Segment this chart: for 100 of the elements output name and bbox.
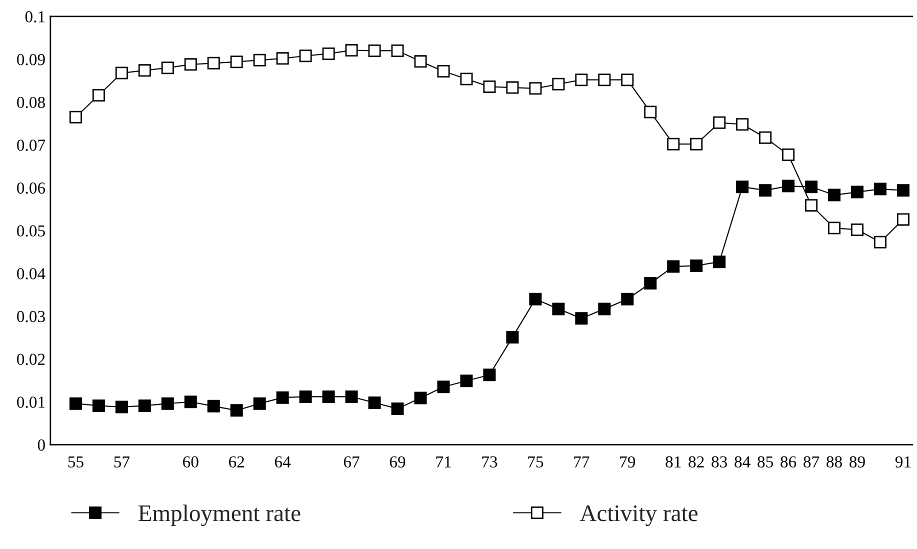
point xyxy=(368,44,381,57)
point xyxy=(207,56,220,70)
point xyxy=(667,260,680,273)
point xyxy=(391,402,404,415)
point xyxy=(782,180,795,192)
point xyxy=(621,292,634,306)
point xyxy=(621,74,634,86)
y-tick-label: 0.07 xyxy=(17,140,46,151)
x-tick-label: 67 xyxy=(344,456,360,468)
point xyxy=(322,47,335,60)
point xyxy=(805,180,818,194)
point xyxy=(207,400,220,412)
point xyxy=(276,391,289,404)
point xyxy=(529,292,542,306)
point xyxy=(276,52,289,65)
y-tick-label: 0.03 xyxy=(17,310,45,322)
y-tick-label: 0 xyxy=(38,439,45,451)
y-tick-label: 0.1 xyxy=(25,11,45,22)
x-tick-label: 87 xyxy=(804,456,820,468)
x-tick-label: 55 xyxy=(68,456,84,468)
point xyxy=(506,81,519,94)
point xyxy=(759,184,772,197)
point xyxy=(345,44,358,57)
point xyxy=(138,64,151,77)
x-tick-label: 75 xyxy=(528,456,544,468)
point xyxy=(253,397,266,410)
x-tick-label: 71 xyxy=(436,456,451,468)
point xyxy=(138,399,151,412)
x-tick-label: 79 xyxy=(620,456,636,468)
point xyxy=(575,74,588,86)
point xyxy=(92,89,105,102)
point xyxy=(736,180,749,194)
point xyxy=(161,62,174,74)
point xyxy=(782,148,795,162)
y-tick-label: 0.06 xyxy=(17,182,46,194)
point xyxy=(483,368,496,382)
point xyxy=(598,74,611,86)
x-tick-label: 62 xyxy=(229,456,244,468)
x-tick-label: 82 xyxy=(688,456,704,468)
point xyxy=(896,184,910,197)
point xyxy=(851,223,864,236)
x-tick-label: 88 xyxy=(826,456,842,468)
point xyxy=(667,138,680,150)
point xyxy=(828,188,841,202)
point xyxy=(69,397,82,410)
point xyxy=(184,396,197,408)
point xyxy=(759,131,772,144)
point xyxy=(391,44,404,57)
point xyxy=(437,380,450,394)
x-tick-label: 89 xyxy=(850,456,865,468)
point xyxy=(414,392,427,404)
x-tick-label: 77 xyxy=(574,456,590,468)
point xyxy=(483,80,496,93)
point xyxy=(115,400,128,414)
point xyxy=(299,50,312,62)
point xyxy=(713,116,726,129)
point xyxy=(552,78,565,90)
point xyxy=(368,396,381,409)
x-tick-label: 91 xyxy=(895,456,911,468)
point xyxy=(460,72,473,86)
x-tick-label: 69 xyxy=(390,456,406,468)
point xyxy=(345,390,358,403)
x-tick-label: 57 xyxy=(114,456,130,468)
x-tick-label: 60 xyxy=(183,456,198,468)
point xyxy=(575,312,588,325)
x-tick-label: 64 xyxy=(274,456,291,468)
point xyxy=(115,66,128,80)
point xyxy=(69,110,82,124)
x-tick-label: 81 xyxy=(666,456,681,468)
point xyxy=(828,222,841,234)
point xyxy=(736,118,749,131)
y-tick-label: 0.01 xyxy=(17,396,45,408)
point xyxy=(437,65,450,78)
y-tick-label: 0.09 xyxy=(17,54,45,66)
point xyxy=(253,54,266,66)
x-tick-label: 73 xyxy=(482,456,498,468)
point xyxy=(805,199,818,212)
point xyxy=(644,106,657,118)
y-tick-label: 0.08 xyxy=(17,96,45,108)
legend-label: Employment rate xyxy=(138,504,300,526)
point xyxy=(184,58,197,71)
point xyxy=(713,256,726,268)
point xyxy=(322,390,335,403)
point xyxy=(460,374,473,388)
point xyxy=(529,82,542,95)
point xyxy=(92,399,105,412)
point xyxy=(598,302,611,316)
point xyxy=(874,182,886,196)
y-tick-label: 0.04 xyxy=(17,268,46,280)
point xyxy=(414,55,427,68)
legend-label: Activity rate xyxy=(580,505,698,526)
point xyxy=(874,236,886,248)
x-tick-label: 85 xyxy=(758,456,773,468)
point xyxy=(851,186,864,198)
y-tick-label: 0.05 xyxy=(17,225,45,237)
point xyxy=(690,259,703,272)
point xyxy=(299,390,312,403)
point xyxy=(230,404,243,417)
point xyxy=(896,213,910,226)
point xyxy=(690,138,703,150)
